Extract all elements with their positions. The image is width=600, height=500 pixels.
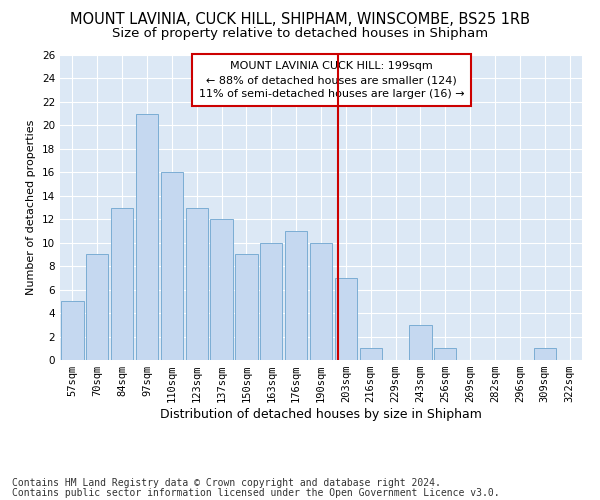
Bar [136,114,158,360]
Bar [86,254,109,360]
Bar [533,348,556,360]
Text: MOUNT LAVINIA, CUCK HILL, SHIPHAM, WINSCOMBE, BS25 1RB: MOUNT LAVINIA, CUCK HILL, SHIPHAM, WINSC… [70,12,530,28]
Bar [111,208,133,360]
Bar [310,242,332,360]
X-axis label: Distribution of detached houses by size in Shipham: Distribution of detached houses by size … [160,408,482,421]
Text: Contains HM Land Registry data © Crown copyright and database right 2024.: Contains HM Land Registry data © Crown c… [12,478,441,488]
Text: Contains public sector information licensed under the Open Government Licence v3: Contains public sector information licen… [12,488,500,498]
Bar [359,348,382,360]
Y-axis label: Number of detached properties: Number of detached properties [26,120,37,295]
Bar [335,278,357,360]
Bar [260,242,283,360]
Bar [235,254,257,360]
Bar [211,219,233,360]
Bar [285,231,307,360]
Bar [409,325,431,360]
Bar [161,172,183,360]
Bar [185,208,208,360]
Text: Size of property relative to detached houses in Shipham: Size of property relative to detached ho… [112,28,488,40]
Bar [434,348,457,360]
Bar [61,302,83,360]
Text: MOUNT LAVINIA CUCK HILL: 199sqm
← 88% of detached houses are smaller (124)
11% o: MOUNT LAVINIA CUCK HILL: 199sqm ← 88% of… [199,61,464,99]
